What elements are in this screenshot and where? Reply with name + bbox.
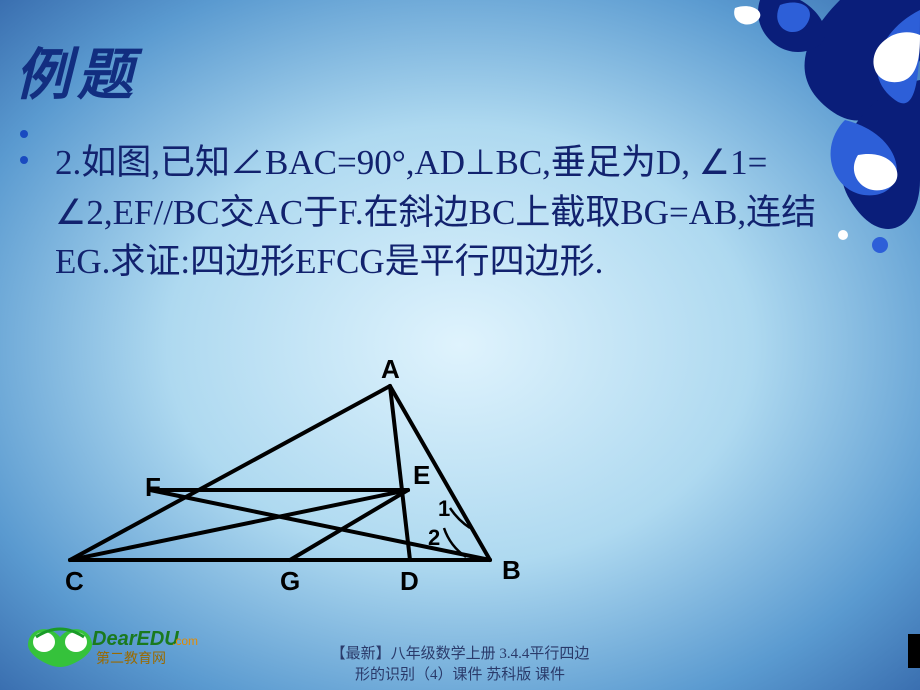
vertex-label-g: G bbox=[280, 566, 300, 597]
vertex-label-e: E bbox=[413, 460, 430, 491]
svg-text:.com: .com bbox=[172, 634, 198, 648]
vertex-label-b: B bbox=[502, 555, 521, 586]
angle-label-2: 2 bbox=[428, 525, 440, 551]
svg-text:第二教育网: 第二教育网 bbox=[96, 650, 166, 667]
svg-text:DearEDU: DearEDU bbox=[92, 628, 179, 650]
problem-statement: 2.如图,已知∠BAC=90°,AD⊥BC,垂足为D, ∠1= ∠2,EF//B… bbox=[55, 138, 830, 287]
footer-caption: 【最新】八年级数学上册 3.4.4平行四边形的识别（4）课件 苏科版 课件 bbox=[330, 644, 590, 686]
angle-label-1: 1 bbox=[438, 496, 450, 522]
side-black-mark bbox=[908, 634, 920, 668]
vertex-label-c: C bbox=[65, 566, 84, 597]
dearedu-logo: DearEDU .com 第二教育网 bbox=[20, 617, 200, 672]
bullet-marks bbox=[20, 130, 28, 182]
slide-title: 例题 bbox=[15, 30, 139, 111]
vertex-label-f: F bbox=[145, 472, 161, 503]
vertex-label-a: A bbox=[381, 354, 400, 385]
geometry-diagram: A B C D E F G 1 2 bbox=[50, 350, 550, 610]
vertex-label-d: D bbox=[400, 566, 419, 597]
